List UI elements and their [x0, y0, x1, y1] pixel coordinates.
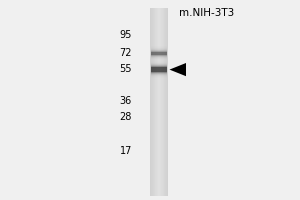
Bar [151, 8, 152, 196]
Bar [151, 49, 167, 58]
Bar [166, 8, 167, 196]
Bar [151, 47, 167, 60]
Bar [151, 67, 167, 72]
Bar [151, 51, 167, 56]
Text: 28: 28 [120, 112, 132, 122]
Bar [159, 8, 160, 196]
Text: 95: 95 [120, 30, 132, 40]
Bar [165, 8, 166, 196]
Bar [151, 46, 167, 61]
Bar [150, 8, 168, 196]
Bar [151, 50, 167, 57]
Bar [151, 63, 167, 76]
Text: 17: 17 [120, 146, 132, 156]
Bar [161, 8, 162, 196]
Bar [150, 8, 151, 196]
Text: 72: 72 [119, 48, 132, 58]
Bar [163, 8, 164, 196]
Bar [164, 8, 165, 196]
Bar [153, 8, 154, 196]
Bar [156, 8, 157, 196]
Bar [152, 8, 153, 196]
Bar [151, 64, 167, 75]
Bar [155, 8, 156, 196]
Bar [157, 8, 158, 196]
Bar [151, 62, 167, 77]
Bar [160, 8, 161, 196]
Bar [151, 66, 167, 73]
Bar [154, 8, 155, 196]
Bar [151, 52, 167, 55]
Bar [162, 8, 163, 196]
Bar [151, 48, 167, 59]
Polygon shape [169, 63, 186, 76]
Bar [151, 46, 167, 62]
Bar [167, 8, 168, 196]
Bar [158, 8, 159, 196]
Bar [151, 65, 167, 74]
Text: 36: 36 [120, 96, 132, 106]
Text: m.NIH-3T3: m.NIH-3T3 [179, 8, 235, 18]
Bar [151, 61, 167, 78]
Bar [151, 60, 167, 79]
Text: 55: 55 [119, 64, 132, 74]
